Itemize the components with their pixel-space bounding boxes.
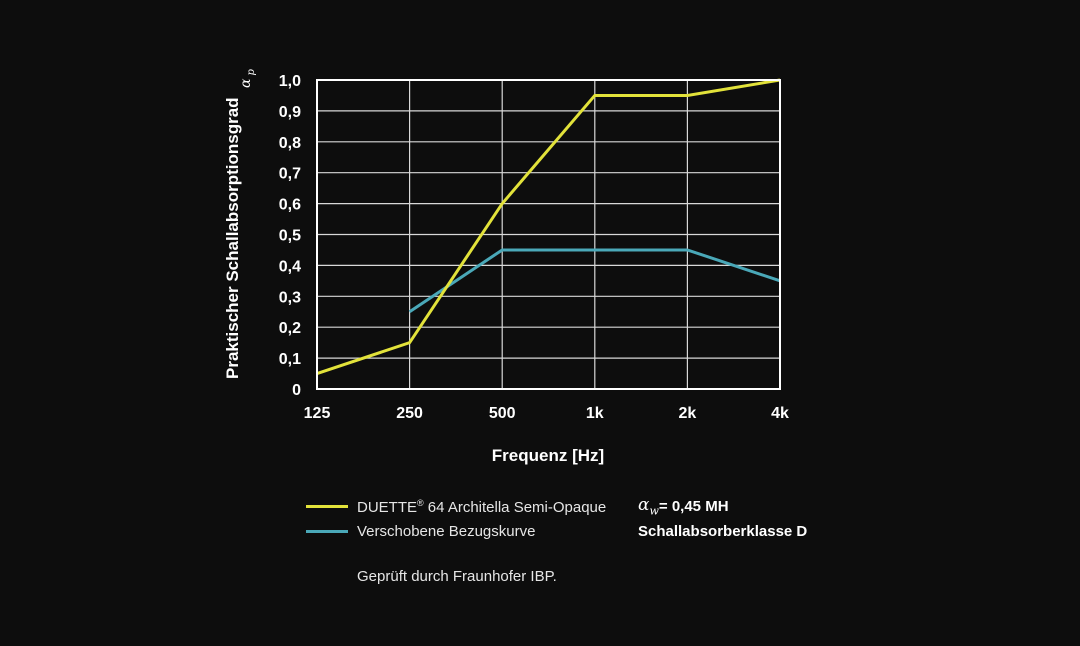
y-tick-label: 0,6 <box>279 197 301 214</box>
legend-item: DUETTE® 64 Architella Semi-Opaque <box>306 494 606 519</box>
rating-class: Schallabsorberklasse D <box>638 523 808 540</box>
chart-grid <box>316 79 781 390</box>
x-axis-title: Frequenz [Hz] <box>492 446 604 465</box>
legend-item: Verschobene Bezugskurve <box>306 519 606 544</box>
rating-value: αw = 0,45 MH <box>638 495 729 518</box>
y-axis-title: Praktischer Schallabsorptionsgrad <box>223 97 242 379</box>
legend: DUETTE® 64 Architella Semi-Opaque Versch… <box>306 494 606 544</box>
plot-frame <box>316 79 781 390</box>
test-note: Geprüft durch Fraunhofer IBP. <box>357 568 557 585</box>
alpha-w-symbol: αw <box>638 495 659 518</box>
x-axis-ticks: 125 250 500 1k 2k 4k <box>304 405 789 422</box>
legend-label: DUETTE® 64 Architella Semi-Opaque <box>357 497 607 516</box>
x-tick-label: 500 <box>489 405 516 422</box>
x-tick-label: 2k <box>679 405 697 422</box>
y-tick-label: 0,9 <box>279 104 301 121</box>
series-line-duette <box>316 78 781 375</box>
y-tick-label: 0 <box>292 382 301 399</box>
series-line-bezugskurve <box>408 248 781 313</box>
y-axis-symbol: αp <box>238 69 257 88</box>
x-tick-label: 250 <box>396 405 423 422</box>
absorption-rating: αw = 0,45 MH Schallabsorberklasse D <box>638 494 807 544</box>
y-axis-ticks: 0 0,1 0,2 0,3 0,4 0,5 0,6 0,7 0,8 0,9 1,0 <box>279 73 301 399</box>
y-tick-label: 0,8 <box>279 135 301 152</box>
y-tick-label: 0,5 <box>279 228 301 245</box>
legend-label: Verschobene Bezugskurve <box>357 523 536 540</box>
y-tick-label: 1,0 <box>279 73 301 90</box>
y-tick-label: 0,7 <box>279 166 301 183</box>
y-tick-label: 0,2 <box>279 320 301 337</box>
y-tick-label: 0,4 <box>279 258 301 275</box>
y-tick-label: 0,3 <box>279 289 301 306</box>
legend-swatch-yellow <box>306 505 348 508</box>
x-tick-label: 4k <box>771 405 789 422</box>
y-tick-label: 0,1 <box>279 351 301 368</box>
x-tick-label: 1k <box>586 405 604 422</box>
x-tick-label: 125 <box>304 405 331 422</box>
chart-series <box>316 78 781 375</box>
legend-swatch-teal <box>306 530 348 533</box>
